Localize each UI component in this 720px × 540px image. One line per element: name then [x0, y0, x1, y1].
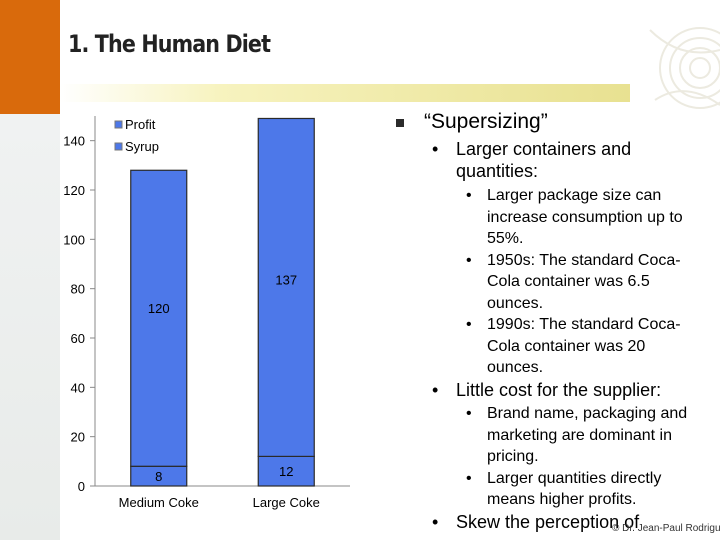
- section-heading: “Supersizing”: [424, 110, 548, 133]
- bullet-dot-icon: •: [466, 405, 472, 422]
- list-item: • Larger package size can increase consu…: [466, 185, 702, 250]
- y-tick-label: 80: [71, 282, 85, 297]
- list-label: Larger containers and quantities:: [456, 139, 632, 181]
- list-item: • Little cost for the supplier:: [432, 379, 712, 401]
- y-tick-label: 60: [71, 331, 85, 346]
- list-label: Little cost for the supplier:: [456, 380, 662, 400]
- slide-title: 1. The Human Diet: [68, 30, 271, 58]
- bullet-dot-icon: •: [466, 187, 472, 204]
- bullet-dot-icon: •: [432, 139, 439, 159]
- list-label: Skew the perception of: [456, 512, 640, 532]
- bar-segment-syrup: [257, 455, 315, 487]
- legend-label: Syrup: [125, 139, 159, 154]
- bar-segment-profit: [130, 169, 188, 467]
- x-tick-label: Large Coke: [253, 495, 320, 510]
- list-text: 1990s: The standard Coca-Cola container …: [487, 316, 681, 376]
- bullet-dot-icon: •: [466, 469, 472, 487]
- sub-bullet-list-1: • Larger package size can increase consu…: [466, 185, 702, 379]
- list-text: Brand name, packaging and marketing are …: [487, 405, 688, 465]
- list-item: • Skew the perception of: [432, 511, 720, 533]
- stacked-bar-chart: 0 20 40 60 80 100 120 140 8 120 Medium Coke 12 137 La…: [63, 116, 350, 510]
- y-tick-label: 40: [71, 380, 85, 395]
- data-label-syrup: 12: [279, 464, 293, 479]
- bullet-list-2: • Little cost for the supplier:: [432, 379, 712, 401]
- bullet-dot-icon: •: [466, 316, 472, 333]
- sub-bullet-list-2: • Brand name, packaging and marketing ar…: [466, 403, 702, 511]
- list-text: Larger package size can increase consump…: [487, 187, 683, 247]
- y-tick-label: 0: [78, 479, 85, 494]
- x-tick-label: Medium Coke: [119, 495, 199, 510]
- bar-segment-profit: [257, 117, 315, 457]
- data-label-syrup: 8: [155, 469, 162, 484]
- decorative-swirl-icon: [649, 27, 720, 109]
- bullet-list-3: • Skew the perception of: [432, 511, 720, 533]
- y-tick-label: 20: [71, 430, 85, 445]
- legend-swatch: [114, 120, 123, 129]
- legend-swatch: [114, 142, 123, 151]
- bullet-dot-icon: •: [432, 512, 439, 532]
- y-tick-label: 120: [63, 183, 85, 198]
- bullet-list-1: • Larger containers and quantities:: [432, 138, 672, 182]
- y-tick-label: 100: [63, 232, 85, 247]
- data-label-profit: 137: [275, 272, 297, 287]
- bullet-dot-icon: •: [466, 251, 472, 269]
- title-underline-bar: [60, 84, 630, 102]
- list-text: 1950s: The standard Coca-Cola container …: [487, 251, 681, 312]
- list-item: • Brand name, packaging and marketing ar…: [466, 403, 702, 468]
- legend-label: Profit: [125, 117, 156, 132]
- copyright-footer: © Dr. Jean-Paul Rodrigue: [612, 523, 720, 534]
- list-item: • Larger quantities directly means highe…: [466, 468, 702, 511]
- list-item: • Larger containers and quantities:: [432, 138, 672, 182]
- list-item: • 1990s: The standard Coca-Cola containe…: [466, 314, 702, 379]
- data-label-profit: 120: [148, 301, 170, 316]
- bullet-dot-icon: •: [432, 380, 439, 400]
- y-tick-label: 140: [63, 134, 85, 149]
- heading-bullet-icon: [396, 119, 404, 127]
- list-text: Larger quantities directly means higher …: [487, 469, 662, 509]
- corner-accent-block: [0, 0, 60, 114]
- left-margin-strip: [0, 114, 60, 540]
- list-item: • 1950s: The standard Coca-Cola containe…: [466, 250, 702, 315]
